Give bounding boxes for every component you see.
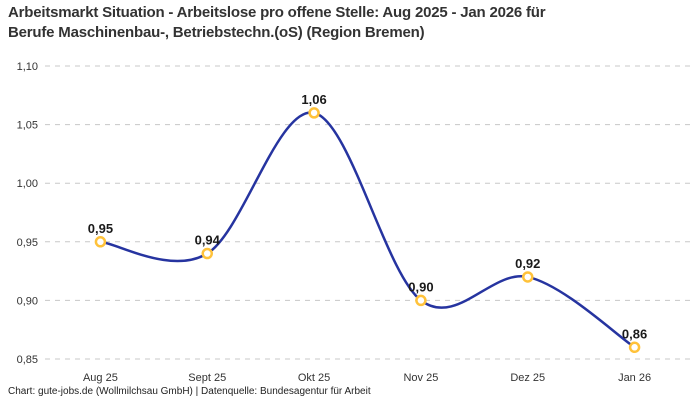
data-point-label: 0,92 — [515, 256, 540, 271]
data-point-label: 0,95 — [88, 221, 113, 236]
data-point-label: 0,90 — [408, 279, 433, 294]
data-point-marker — [415, 294, 427, 307]
y-tick-label: 1,10 — [17, 61, 38, 73]
data-point-marker — [522, 271, 534, 283]
data-point-marker — [201, 247, 213, 260]
y-tick-label: 1,05 — [17, 120, 38, 132]
series-line — [99, 111, 636, 349]
data-point-marker — [308, 107, 320, 119]
data-point-marker — [628, 341, 641, 354]
y-tick-label: 0,85 — [17, 354, 38, 366]
data-point-label: 0,86 — [622, 326, 647, 341]
data-point-label: 0,94 — [195, 233, 221, 248]
x-tick-label: Nov 25 — [403, 372, 438, 384]
data-point-label: 1,06 — [301, 92, 326, 107]
x-tick-label: Okt 25 — [298, 372, 330, 384]
x-tick-label: Aug 25 — [83, 372, 118, 384]
chart-title: Arbeitsmarkt Situation - Arbeitslose pro… — [8, 4, 546, 41]
y-tick-label: 0,90 — [17, 295, 38, 307]
x-tick-label: Dez 25 — [510, 372, 545, 384]
y-tick-label: 0,95 — [17, 237, 38, 249]
y-tick-label: 1,00 — [17, 178, 38, 190]
data-point-marker — [94, 236, 107, 248]
chart-credit: Chart: gute-jobs.de (Wollmilchsau GmbH) … — [8, 386, 371, 397]
x-tick-label: Sept 25 — [188, 372, 226, 384]
x-tick-label: Jan 26 — [618, 372, 651, 384]
